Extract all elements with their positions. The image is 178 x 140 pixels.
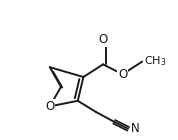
Text: N: N xyxy=(131,122,140,135)
Text: O: O xyxy=(98,33,108,46)
Text: CH$_3$: CH$_3$ xyxy=(144,55,167,68)
Text: O: O xyxy=(118,68,127,81)
Text: O: O xyxy=(45,100,54,113)
